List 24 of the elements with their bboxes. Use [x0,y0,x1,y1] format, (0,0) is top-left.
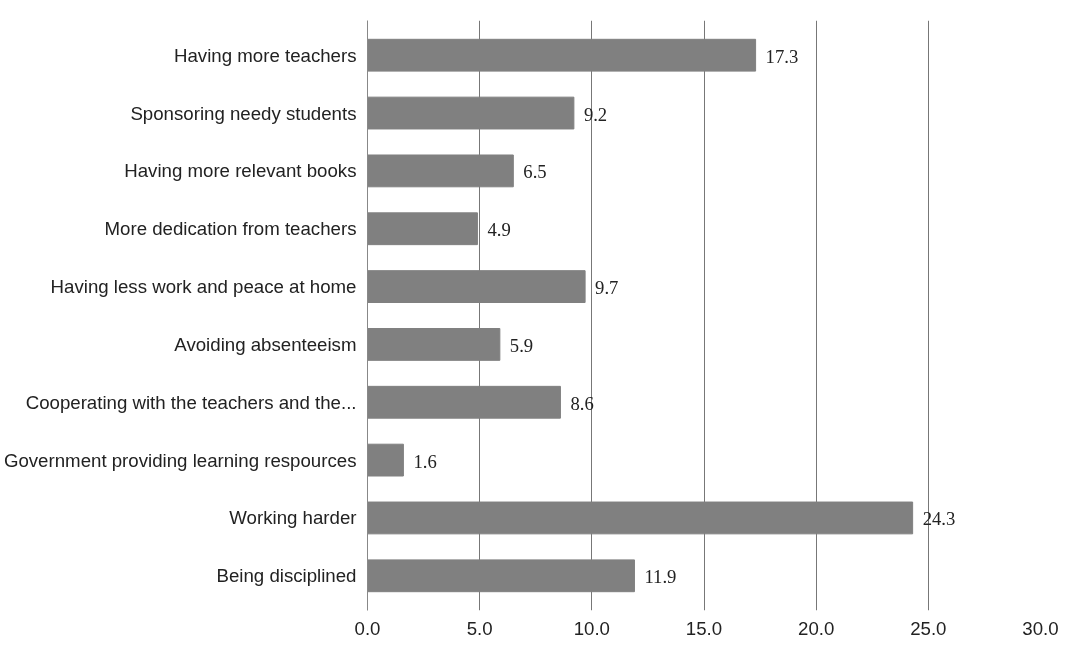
data-label: 5.9 [509,334,534,356]
y-tick-label: Working harder [229,507,357,529]
data-label: 17.3 [765,45,799,67]
data-label: 6.5 [523,161,547,183]
y-tick-label: Having more teachers [174,44,357,66]
y-tick-label: Government providing learning respources [3,449,357,471]
y-tick-label: Having less work and peace at home [50,276,357,298]
y-tick-label: Cooperating with the teachers and the... [25,391,357,413]
data-label: 1.6 [413,450,437,472]
x-tick-label: 10.0 [573,617,610,639]
y-tick-label: More dedication from teachers [104,218,357,240]
x-tick-label: 15.0 [685,617,723,639]
x-tick-label: 20.0 [798,617,835,639]
data-label: 11.9 [644,566,677,588]
y-tick-label: Having more relevant books [124,160,357,182]
y-tick-label: Avoiding absenteeism [174,333,357,355]
y-tick-label: Sponsoring needy students [130,102,357,124]
data-label: 9.7 [595,277,619,299]
x-tick-label: 0.0 [354,617,381,639]
y-tick-label: Being disciplined [216,565,357,587]
x-tick-label: 30.0 [1022,617,1059,639]
data-label: 4.9 [487,219,511,241]
x-tick-label: 25.0 [910,617,947,639]
x-tick-label: 5.0 [466,617,493,639]
